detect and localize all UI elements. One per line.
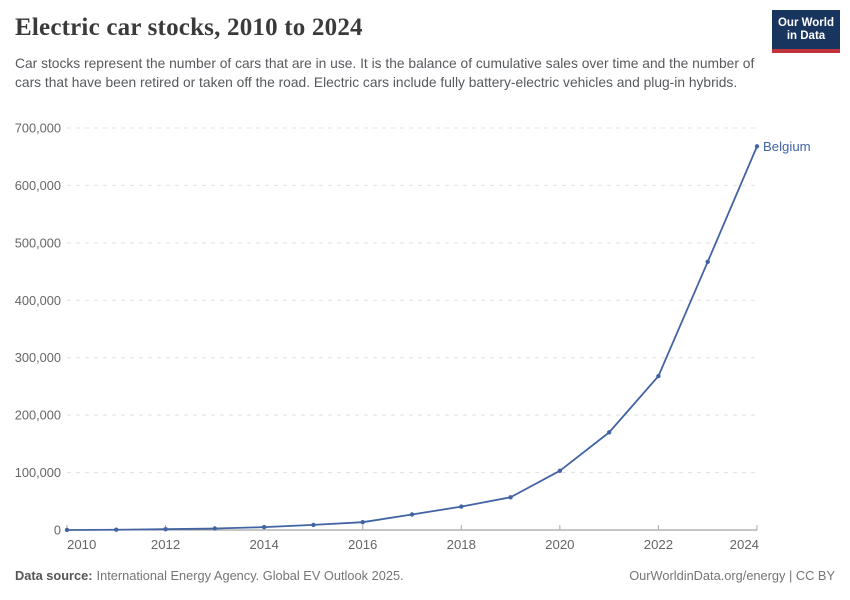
data-point bbox=[114, 527, 119, 532]
data-point bbox=[705, 259, 710, 265]
y-axis-tick-label: 300,000 bbox=[15, 350, 61, 365]
data-point bbox=[606, 430, 612, 435]
x-axis-tick-label: 2014 bbox=[249, 537, 278, 552]
data-point bbox=[261, 524, 267, 530]
x-axis-tick-label: 2020 bbox=[545, 537, 574, 552]
x-axis-tick-label: 2018 bbox=[447, 537, 476, 552]
data-point bbox=[163, 526, 168, 532]
y-axis-tick-label: 100,000 bbox=[15, 465, 61, 480]
data-point bbox=[311, 522, 316, 528]
owid-logo-line2: in Data bbox=[786, 29, 826, 42]
y-axis-tick-label: 600,000 bbox=[15, 178, 61, 193]
data-point bbox=[557, 468, 563, 474]
x-axis-tick-label: 2022 bbox=[644, 537, 673, 552]
owid-logo[interactable]: Our World in Data bbox=[772, 10, 840, 53]
data-point bbox=[508, 495, 513, 500]
line-chart-svg[interactable]: 0 100,000 200,000 300,000 400,000 500,000 600,… bbox=[0, 118, 850, 566]
x-axis-tick-label: 2012 bbox=[151, 537, 180, 552]
data-point bbox=[754, 144, 760, 149]
credit-link[interactable]: OurWorldinData.org/energy | CC BY bbox=[629, 568, 835, 583]
line-chart[interactable]: 0 100,000 200,000 300,000 400,000 500,000 600,… bbox=[0, 118, 850, 566]
y-axis-tick-label: 500,000 bbox=[15, 235, 61, 250]
y-axis-tick-label: 0 bbox=[54, 523, 61, 538]
y-axis-tick-label: 700,000 bbox=[15, 121, 61, 136]
data-source-text: International Energy Agency. Global EV O… bbox=[96, 568, 404, 583]
data-source: Data source: International Energy Agency.… bbox=[15, 568, 404, 583]
data-point bbox=[656, 373, 661, 379]
data-point bbox=[64, 527, 70, 533]
page-title: Electric car stocks, 2010 to 2024 bbox=[15, 14, 363, 41]
chart-footer: Data source: International Energy Agency.… bbox=[15, 568, 835, 583]
owid-logo-line1: Our World bbox=[777, 16, 834, 29]
data-source-label: Data source: bbox=[15, 568, 93, 583]
y-axis-tick-label: 200,000 bbox=[15, 408, 61, 423]
data-point bbox=[409, 512, 415, 517]
chart-subtitle: Car stocks represent the number of cars … bbox=[15, 56, 755, 90]
x-axis-tick-label: 2024 bbox=[730, 537, 759, 552]
y-axis-tick-label: 400,000 bbox=[15, 293, 61, 308]
series-end-label: Belgium bbox=[763, 139, 811, 154]
data-point bbox=[459, 504, 464, 509]
x-axis-tick-label: 2010 bbox=[67, 537, 96, 552]
data-point bbox=[212, 526, 218, 531]
data-point bbox=[360, 519, 365, 525]
x-axis-tick-label: 2016 bbox=[348, 537, 377, 552]
